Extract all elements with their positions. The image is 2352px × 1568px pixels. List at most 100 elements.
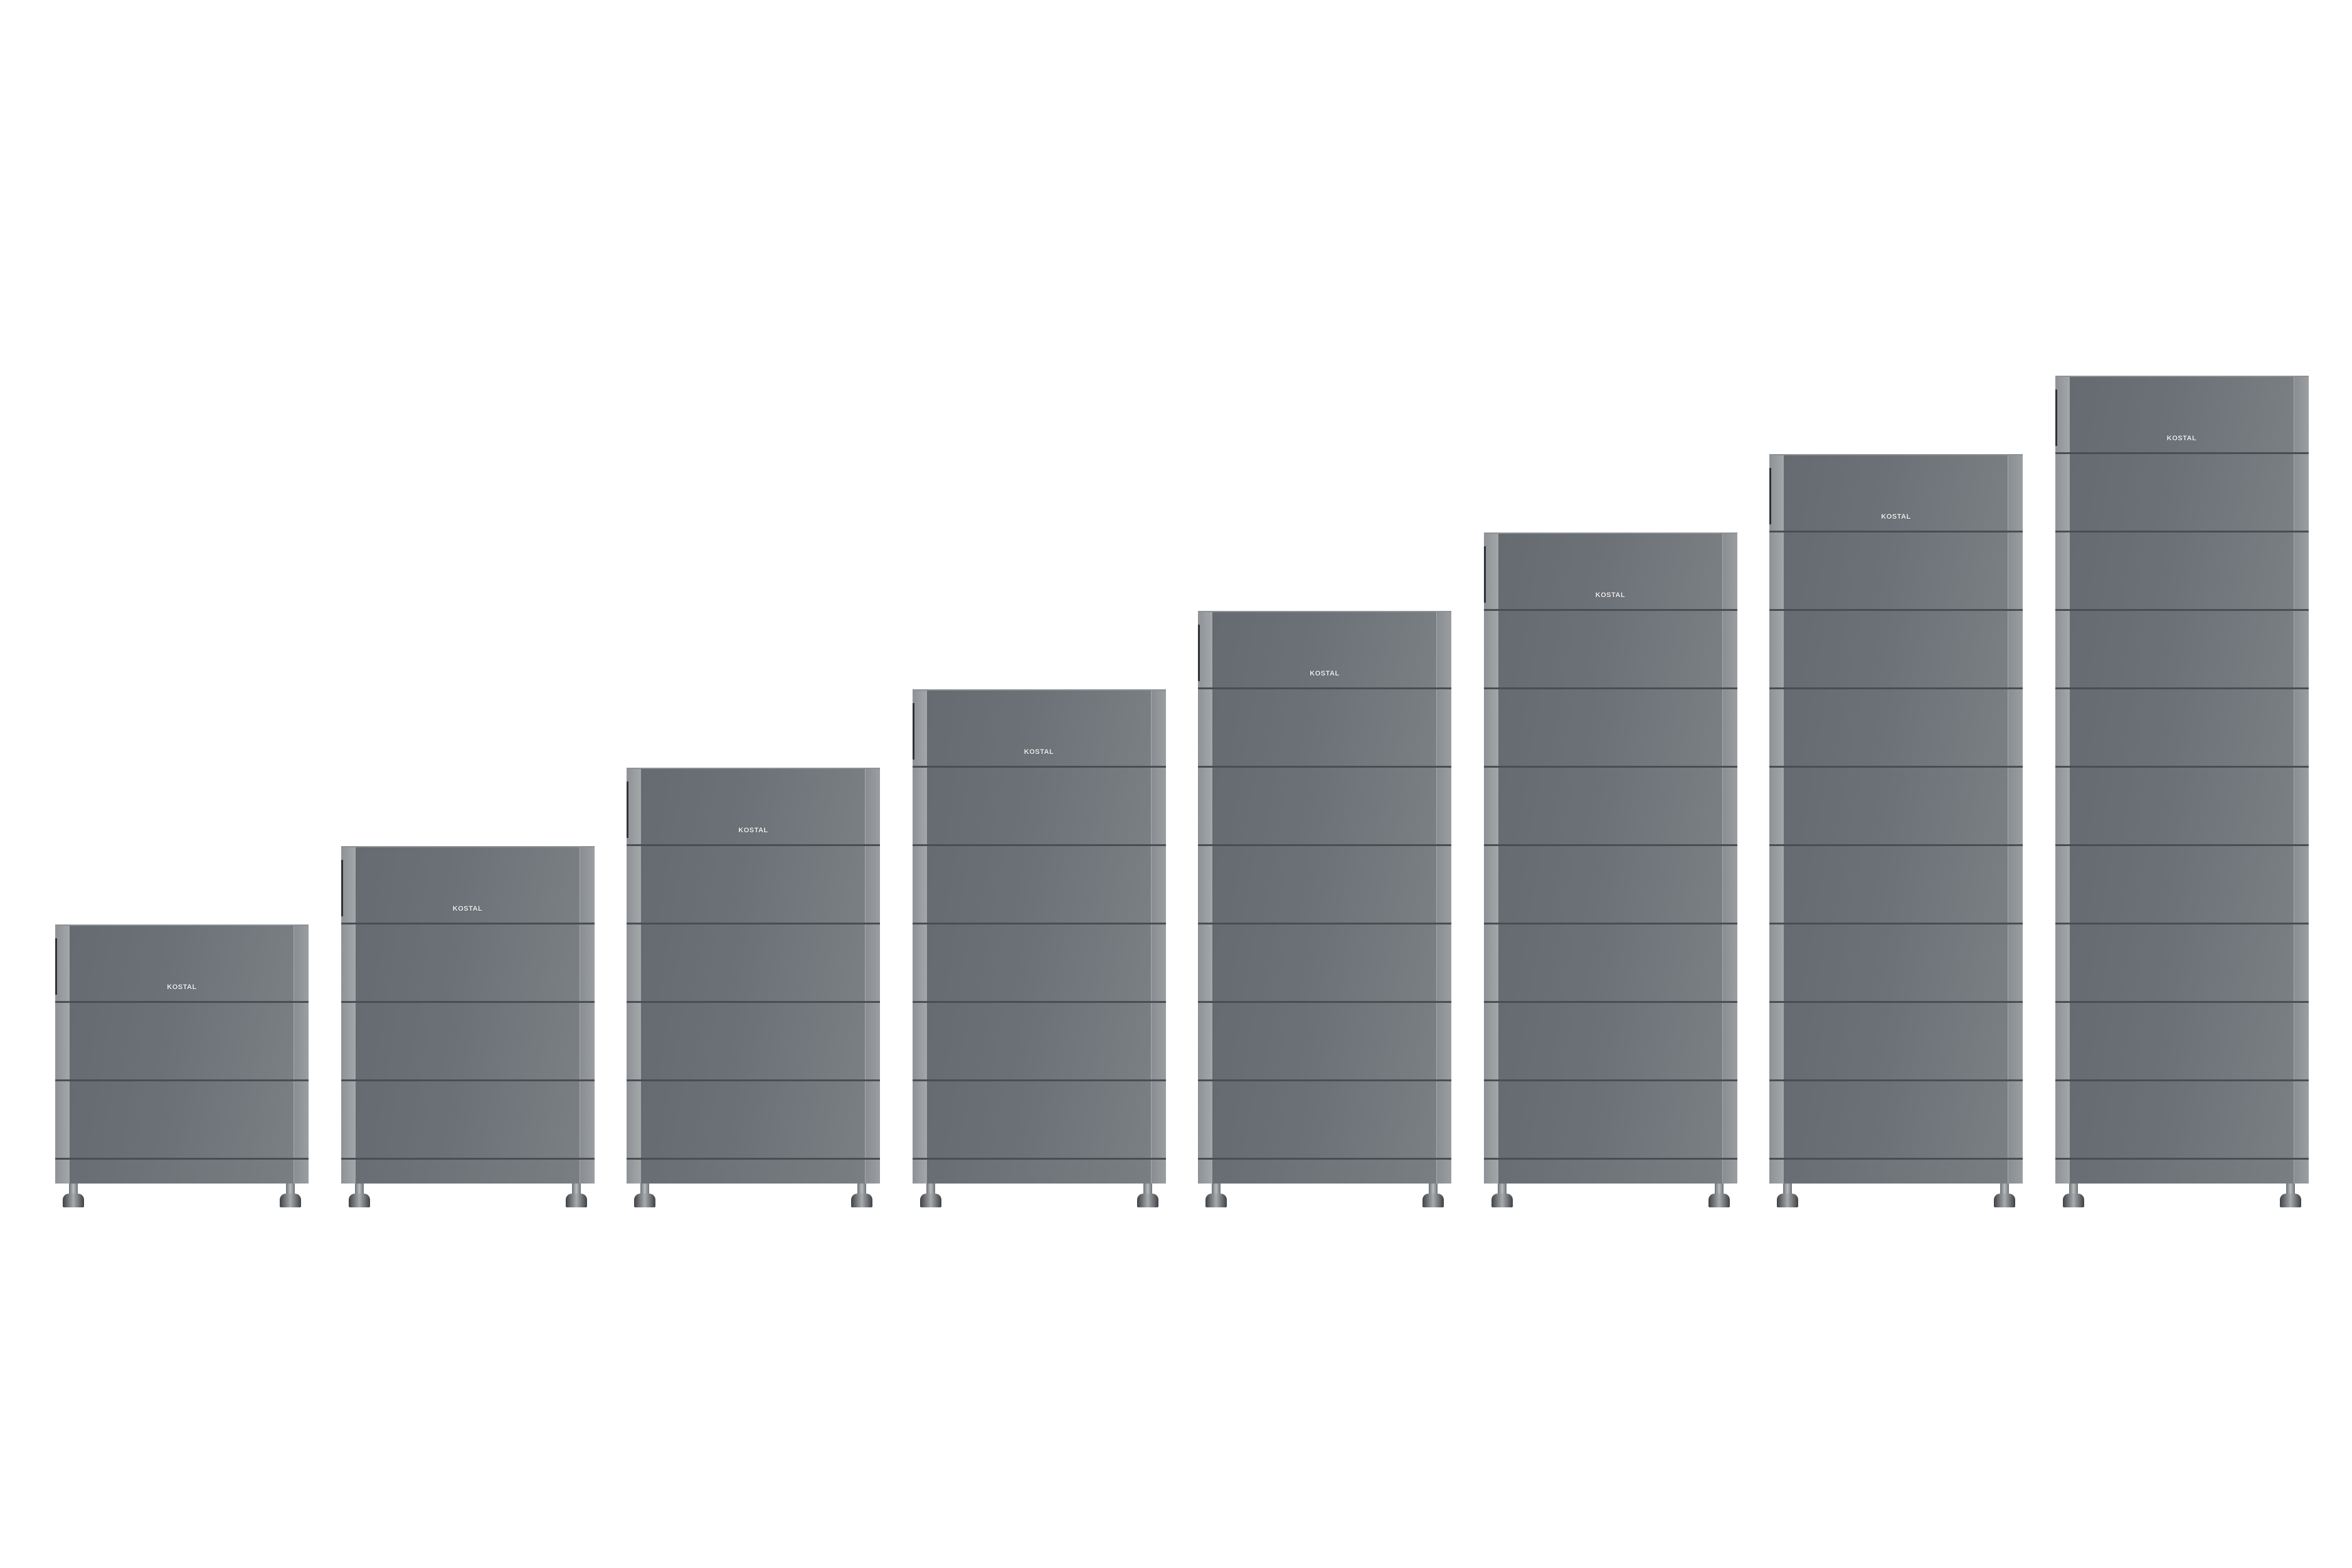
adjustable-foot <box>851 1184 872 1207</box>
battery-stack: KOSTAL <box>1483 532 1737 1209</box>
side-pilaster <box>865 1081 880 1158</box>
side-pilaster <box>1483 534 1498 609</box>
side-pilaster <box>1769 1081 1784 1158</box>
side-pilaster <box>1436 846 1451 923</box>
side-pilaster <box>341 924 356 1001</box>
top-module: KOSTAL <box>627 768 880 846</box>
side-pilaster <box>912 768 927 844</box>
brand-logo: KOSTAL <box>1595 591 1626 599</box>
top-module: KOSTAL <box>2055 376 2309 454</box>
side-pilaster <box>2055 532 2070 609</box>
battery-module <box>55 1081 309 1160</box>
side-pilaster <box>1436 1160 1451 1184</box>
cable-cover <box>55 938 57 995</box>
battery-module <box>2055 1003 2309 1081</box>
side-pilaster <box>341 1081 356 1158</box>
side-pilaster <box>2055 1003 2070 1079</box>
battery-module <box>341 1003 595 1081</box>
side-pilaster <box>2293 1160 2309 1184</box>
side-pilaster <box>627 769 641 844</box>
side-pilaster <box>1722 768 1737 844</box>
battery-module <box>1769 689 2023 768</box>
stack-base <box>1483 1160 1737 1184</box>
battery-module <box>627 1081 880 1160</box>
top-module: KOSTAL <box>341 846 595 924</box>
battery-module <box>627 1003 880 1081</box>
battery-module <box>1198 768 1451 846</box>
side-pilaster <box>1150 846 1166 923</box>
side-pilaster <box>2055 689 2070 766</box>
stack-base <box>341 1160 595 1184</box>
cable-cover <box>912 703 914 760</box>
side-pilaster <box>341 1003 356 1079</box>
battery-module <box>1769 768 2023 846</box>
side-pilaster <box>2008 1081 2023 1158</box>
battery-module <box>2055 689 2309 768</box>
battery-module <box>1769 1003 2023 1081</box>
brand-logo: KOSTAL <box>1310 670 1340 677</box>
side-pilaster <box>1769 1003 1784 1079</box>
side-pilaster <box>1198 612 1212 687</box>
side-pilaster <box>1769 611 1784 687</box>
battery-module <box>627 846 880 924</box>
side-pilaster <box>294 1081 309 1158</box>
side-pilaster <box>1483 768 1498 844</box>
side-pilaster <box>2293 611 2309 687</box>
side-pilaster <box>1769 1160 1784 1184</box>
side-pilaster <box>1483 1160 1498 1184</box>
top-module: KOSTAL <box>55 924 309 1003</box>
side-pilaster <box>1769 846 1784 923</box>
brand-logo: KOSTAL <box>167 983 197 991</box>
side-pilaster <box>1150 1160 1166 1184</box>
side-pilaster <box>2055 454 2070 531</box>
top-module: KOSTAL <box>1483 532 1737 611</box>
brand-logo: KOSTAL <box>1024 748 1054 756</box>
cable-cover <box>1483 546 1486 603</box>
side-pilaster <box>1436 1003 1451 1079</box>
battery-stack: KOSTAL <box>912 689 1166 1209</box>
cable-cover <box>2055 389 2057 446</box>
side-pilaster <box>2008 532 2023 609</box>
side-pilaster <box>579 924 595 1001</box>
top-module: KOSTAL <box>1769 454 2023 532</box>
brand-logo: KOSTAL <box>2166 435 2197 442</box>
side-pilaster <box>2293 377 2309 452</box>
side-pilaster <box>2055 377 2070 452</box>
battery-module <box>2055 611 2309 689</box>
brand-logo: KOSTAL <box>452 905 483 913</box>
side-pilaster <box>1769 455 1784 531</box>
side-pilaster <box>2293 1081 2309 1158</box>
adjustable-foot <box>280 1184 301 1207</box>
brand-logo: KOSTAL <box>1881 513 1911 521</box>
side-pilaster <box>2293 532 2309 609</box>
side-pilaster <box>1198 1081 1212 1158</box>
battery-module <box>2055 768 2309 846</box>
side-pilaster <box>2008 455 2023 531</box>
side-pilaster <box>2055 1160 2070 1184</box>
stack-base <box>627 1160 880 1184</box>
cable-cover <box>627 781 628 838</box>
adjustable-foot <box>919 1184 941 1207</box>
side-pilaster <box>1483 611 1498 687</box>
side-pilaster <box>341 847 356 923</box>
battery-module <box>1483 689 1737 768</box>
side-pilaster <box>55 926 70 1001</box>
side-pilaster <box>1150 768 1166 844</box>
adjustable-foot <box>565 1184 587 1207</box>
side-pilaster <box>1769 768 1784 844</box>
battery-module <box>912 768 1166 846</box>
battery-module <box>1483 611 1737 689</box>
battery-module <box>1483 1003 1737 1081</box>
side-pilaster <box>1198 1160 1212 1184</box>
side-pilaster <box>1483 846 1498 923</box>
adjustable-foot <box>2062 1184 2084 1207</box>
battery-module <box>1769 924 2023 1003</box>
battery-stack: KOSTAL <box>2055 376 2309 1209</box>
side-pilaster <box>579 847 595 923</box>
side-pilaster <box>1722 846 1737 923</box>
side-pilaster <box>2293 846 2309 923</box>
side-pilaster <box>1436 612 1451 687</box>
battery-module <box>1198 846 1451 924</box>
battery-stack: KOSTAL <box>627 768 880 1209</box>
